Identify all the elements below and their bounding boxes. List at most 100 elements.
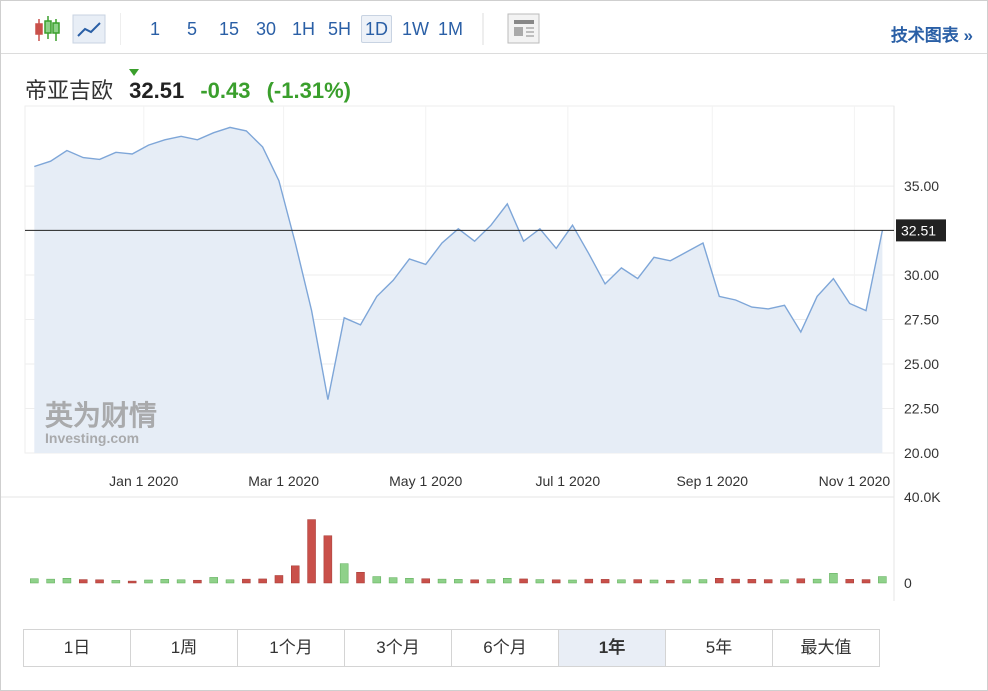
volume-bar [666,579,675,584]
volume-bar [388,577,398,584]
price-line [34,126,884,400]
volume-bar [127,580,137,584]
quote-header: 帝亚吉欧 32.51 -0.43 (-1.31%) [25,73,361,105]
volume-bar [274,575,284,584]
volume-bar [323,535,333,584]
volume-bar [421,578,430,584]
volume-bar [584,578,594,584]
interval-button[interactable]: 15 [219,19,240,39]
volume-bar [454,579,463,584]
x-tick-label: Sep 1 2020 [676,473,748,489]
volume-bar [731,578,740,584]
range-button[interactable]: 1周 [131,630,238,666]
volume-bar [829,573,838,584]
volume-bar [225,579,235,584]
interval-button[interactable]: 5 [187,19,198,39]
y-tick-label: 20.00 [904,445,939,461]
interval-button[interactable]: 1 [150,19,161,39]
volume-bar [682,579,691,584]
last-price-box [896,219,946,242]
volume-bar [551,579,561,584]
chart-type-icons [35,13,121,45]
y-tick-label: 27.50 [904,312,939,328]
watermark-brand: 英为财情 [45,400,157,431]
volume-bar [878,576,887,584]
volume-bar [242,578,251,584]
y-tick-label: 35.00 [904,178,939,194]
volume-bar [763,579,773,584]
y-tick-label: 30.00 [904,267,939,283]
volume-bar [405,578,414,584]
x-tick-label: Jan 1 2020 [109,473,178,489]
x-tick-label: Nov 1 2020 [819,473,891,489]
toolbar: 1 5 15 30 1H 5H 1D 1W 1M 技术图表 » [1,1,987,54]
candle-icon[interactable] [35,19,43,41]
volume-bar [339,563,349,584]
range-button[interactable]: 5年 [666,630,773,666]
instrument-name: 帝亚吉欧 [25,78,114,103]
y-tick-label: 22.50 [904,401,939,417]
volume-bar [193,579,202,584]
down-arrow [129,69,139,76]
interval-button[interactable]: 1M [438,19,464,39]
volume-bar [144,579,153,584]
volume-bar [78,579,88,584]
volume-bar [535,579,545,584]
volume-bar [30,578,39,584]
volume-bar [111,580,121,584]
volume-bar [698,579,708,584]
volume-bar [160,579,170,584]
range-button[interactable]: 1日 [24,630,131,666]
volume-bar [46,578,55,584]
technical-chart-link[interactable]: 技术图表 » [890,26,973,45]
volume-bar [291,565,300,584]
volume-bar [372,576,382,584]
volume-bar [780,579,789,584]
price-area [34,127,883,454]
interval-button[interactable]: 1D [361,15,393,43]
volume-bar [617,579,626,584]
table-icon[interactable] [479,1,519,53]
interval-button[interactable]: 5H [328,19,352,39]
volume-bar [95,579,104,584]
volume-bar [633,579,642,584]
range-button[interactable]: 1年 [559,630,666,666]
volume-bar [747,579,757,584]
y-tick-label: 25.00 [904,356,939,372]
x-tick-label: Jul 1 2020 [536,473,601,489]
interval-button[interactable]: 1H [292,19,316,39]
last-price-label: 32.51 [901,222,936,238]
range-button[interactable]: 1个月 [238,630,345,666]
volume-bar [356,572,365,584]
volume-bar [845,579,854,584]
volume-bar [812,578,822,584]
range-button[interactable]: 3个月 [345,630,452,666]
range-selector: 1日 1周 1个月 3个月 6个月 1年 5年 最大值 [23,629,880,667]
volume-tick-label: 0 [904,575,912,591]
volume-bar [649,579,659,584]
interval-button[interactable]: 1W [402,19,429,39]
interval-button[interactable]: 30 [256,19,277,39]
price-change: -0.43 [200,78,251,103]
volume-bar [796,578,806,584]
range-button[interactable]: 最大值 [800,638,852,657]
volume-bar [503,578,512,584]
x-tick-label: Mar 1 2020 [248,473,319,489]
range-button[interactable]: 6个月 [452,630,559,666]
line-icon[interactable] [72,14,106,44]
volume-bar [470,579,479,584]
volume-bar [715,578,724,584]
price-chart: 20.00 22.50 25.00 27.50 30.00 35.00 Jan 1 2020… [1,105,946,601]
news-icon[interactable] [507,13,541,45]
volume-bar [62,578,72,584]
volume-bar [176,579,186,584]
volume-tick-label: 40.0K [904,489,941,505]
volume-bar [486,579,496,584]
volume-bar [600,579,610,584]
volume-bar [568,579,577,584]
volume-bar [209,577,218,584]
volume-bar [437,578,447,584]
volume-bar [519,578,528,584]
volume-bar [258,578,267,584]
